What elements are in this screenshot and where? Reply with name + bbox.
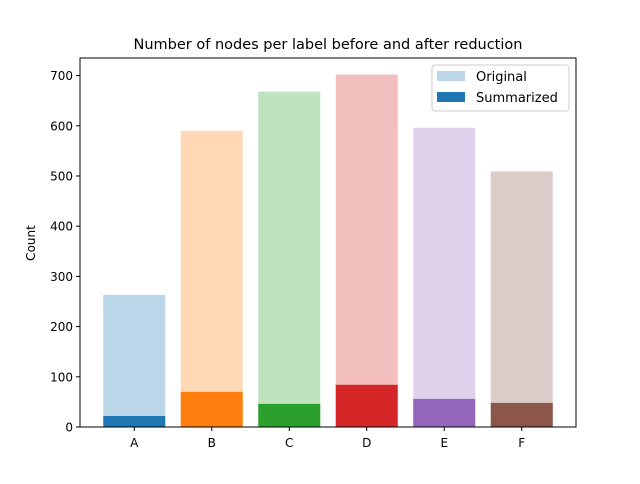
x-tick-label: D (362, 436, 371, 450)
x-tick-label: E (440, 436, 448, 450)
y-tick-label: 600 (50, 119, 73, 133)
bar-original-c (258, 91, 321, 428)
bar-original-d (335, 74, 398, 427)
y-axis-label: Count (24, 225, 38, 261)
bar-original-e (413, 127, 476, 427)
plot-frame (79, 57, 577, 428)
x-tick-label: B (208, 436, 216, 450)
axes-layer: 0 100 200 300 400 500 600 700 A B C D E F (50, 57, 577, 450)
bar-original-f (490, 171, 553, 427)
y-tick-label: 200 (50, 320, 73, 334)
bar-original-a (103, 294, 166, 427)
bar-summarized-d (335, 384, 398, 427)
chart-title: Number of nodes per label before and aft… (134, 37, 523, 53)
bar-original-b (180, 130, 243, 428)
legend-box (431, 64, 570, 112)
bar-summarized-b (180, 391, 243, 427)
bars-layer (103, 74, 553, 428)
y-tick-label: 300 (50, 270, 73, 284)
legend: Original Summarized (431, 64, 570, 112)
y-tick-label: 100 (50, 370, 73, 384)
y-tick-label: 500 (50, 169, 73, 183)
y-tick-label: 0 (65, 421, 73, 435)
bar-summarized-f (490, 402, 553, 427)
bar-summarized-c (258, 403, 321, 427)
bar-summarized-a (103, 415, 166, 427)
legend-label-original: Original (476, 70, 527, 85)
x-tick-label: F (518, 436, 525, 450)
y-tick-label: 400 (50, 220, 73, 234)
bar-summarized-e (413, 398, 476, 427)
legend-label-summarized: Summarized (476, 91, 558, 106)
y-tick-label: 700 (50, 69, 73, 83)
legend-swatch-original (437, 71, 465, 81)
x-tick-label: C (285, 436, 293, 450)
x-tick-label: A (130, 436, 139, 450)
legend-swatch-summarized (437, 92, 465, 102)
